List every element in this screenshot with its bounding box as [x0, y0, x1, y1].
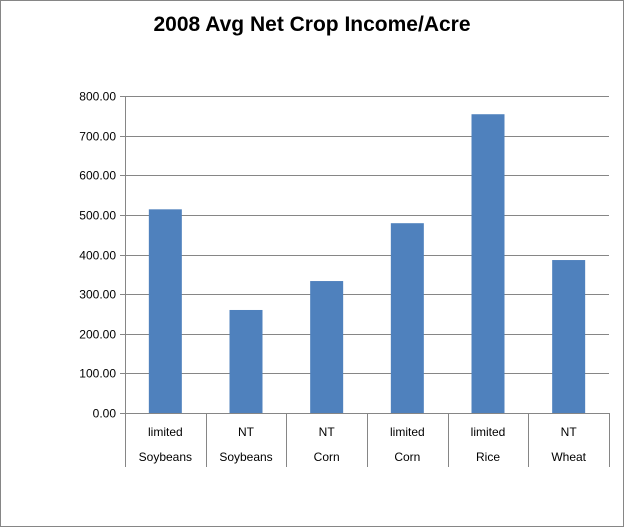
bar	[471, 114, 505, 413]
x-category-label-line1: limited	[148, 425, 183, 439]
y-tick-label: 500.00	[79, 209, 116, 223]
y-tick-label: 300.00	[79, 288, 116, 302]
bar	[552, 260, 586, 413]
x-category-label-line2: Wheat	[551, 450, 586, 464]
gridlines	[125, 96, 609, 374]
bar	[310, 281, 344, 413]
bar	[229, 309, 263, 413]
y-tick-label: 800.00	[79, 90, 116, 104]
y-tick-label: 200.00	[79, 328, 116, 342]
x-category-label-line2: Soybeans	[219, 450, 272, 464]
y-tick-label: 100.00	[79, 367, 116, 381]
y-tick-label: 0.00	[93, 407, 117, 421]
x-category-label-line1: limited	[471, 425, 506, 439]
bar	[390, 223, 424, 413]
axes	[120, 96, 610, 467]
y-tick-label: 400.00	[79, 249, 116, 263]
y-tick-label: 700.00	[79, 130, 116, 144]
bar	[148, 209, 182, 413]
x-category-label-line1: limited	[390, 425, 425, 439]
y-tick-label: 600.00	[79, 169, 116, 183]
x-category-label-line2: Rice	[476, 450, 500, 464]
labels: 0.00 100.00 200.00 300.00 400.00 500.00 600.00…	[79, 90, 586, 465]
x-category-label-line2: Corn	[394, 450, 420, 464]
x-category-label-line1: NT	[238, 425, 255, 439]
bars	[148, 114, 586, 413]
x-category-label-line1: NT	[561, 425, 578, 439]
chart-title: 2008 Avg Net Crop Income/Acre	[153, 13, 471, 36]
x-category-label-line1: NT	[319, 425, 336, 439]
x-category-label-line2: Soybeans	[139, 450, 192, 464]
x-category-label-line2: Corn	[314, 450, 340, 464]
